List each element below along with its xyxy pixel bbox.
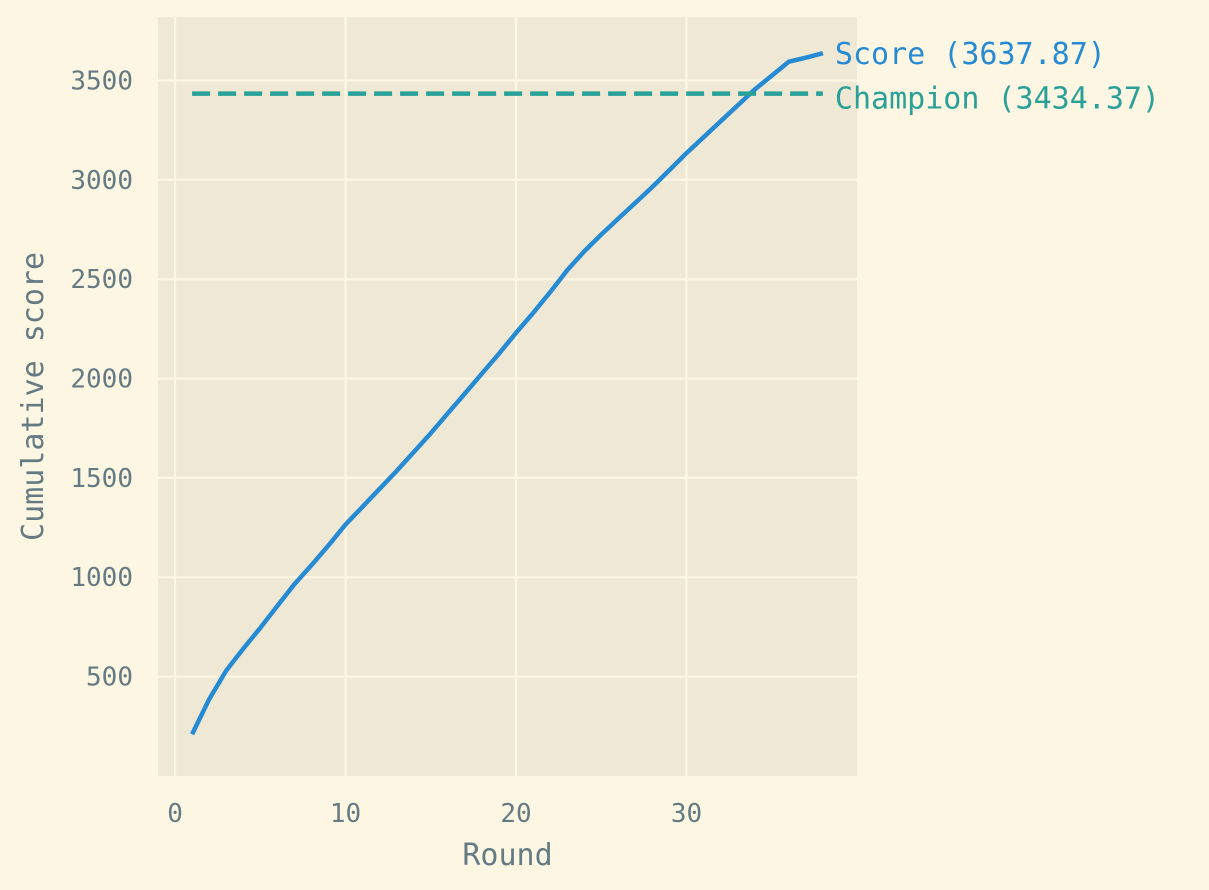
y-tick-label: 2000 bbox=[70, 365, 133, 395]
x-tick-label: 20 bbox=[500, 799, 531, 829]
x-tick-label: 0 bbox=[167, 799, 183, 829]
gridlines bbox=[158, 17, 857, 776]
tick-labels: 0 10 20 30 500 1000 1500 2000 2500 3000 3500 bbox=[70, 67, 702, 829]
y-tick-label: 3000 bbox=[70, 166, 133, 196]
y-tick-label: 3500 bbox=[70, 67, 133, 97]
x-tick-label: 10 bbox=[330, 799, 361, 829]
y-tick-label: 500 bbox=[86, 663, 133, 693]
x-tick-label: 30 bbox=[671, 799, 702, 829]
y-tick-label: 1000 bbox=[70, 563, 133, 593]
y-tick-label: 1500 bbox=[70, 464, 133, 494]
score-line bbox=[190, 51, 824, 736]
y-tick-label: 2500 bbox=[70, 265, 133, 295]
x-axis-title: Round bbox=[462, 838, 552, 873]
y-axis-title: Cumulative score bbox=[16, 252, 51, 541]
score-end-label: Score (3637.87) bbox=[835, 37, 1106, 72]
data-series bbox=[190, 51, 824, 736]
series-end-labels: Score (3637.87) Champion (3434.37) bbox=[835, 37, 1160, 116]
champion-end-label: Champion (3434.37) bbox=[835, 82, 1160, 117]
plot-background bbox=[158, 17, 857, 776]
